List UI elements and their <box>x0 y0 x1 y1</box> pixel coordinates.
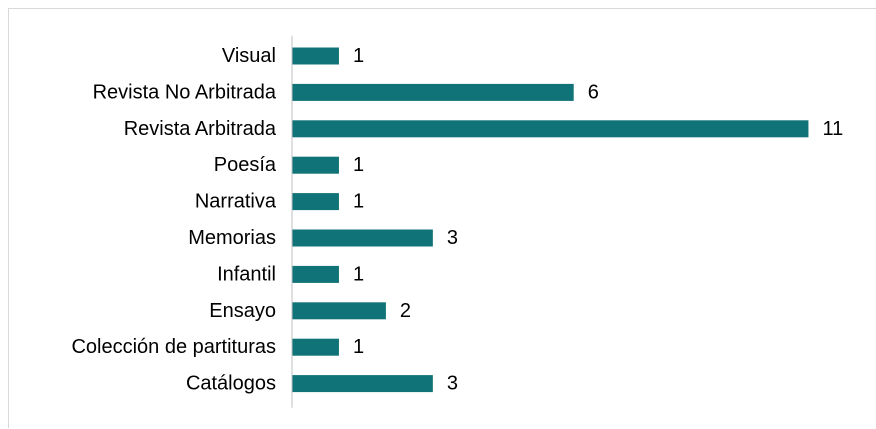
value-label: 1 <box>353 191 364 213</box>
category-label: Revista No Arbitrada <box>93 81 277 103</box>
bar-2 <box>292 120 809 138</box>
category-label: Colección de partituras <box>71 336 276 358</box>
bar-8 <box>292 338 339 356</box>
category-label: Narrativa <box>195 191 277 213</box>
value-label: 3 <box>447 227 458 249</box>
category-label: Ensayo <box>209 300 276 322</box>
bar-9 <box>292 375 433 393</box>
value-label: 1 <box>353 45 364 67</box>
category-label: Poesía <box>214 154 277 176</box>
bar-7 <box>292 302 386 320</box>
value-label: 11 <box>822 118 843 140</box>
value-label: 1 <box>353 154 364 176</box>
value-label: 1 <box>353 263 364 285</box>
chart-frame: Visual Revista No Arbitrada Revista Arbitr… <box>8 8 876 428</box>
bars-layer <box>292 47 809 393</box>
bar-1 <box>292 83 574 101</box>
value-label: 1 <box>353 336 364 358</box>
bar-4 <box>292 193 339 211</box>
value-label: 3 <box>447 373 458 395</box>
bar-3 <box>292 156 339 174</box>
value-label: 6 <box>588 81 599 103</box>
category-labels: Visual Revista No Arbitrada Revista Arbitr… <box>71 45 276 395</box>
value-label: 2 <box>400 300 411 322</box>
category-label: Infantil <box>217 263 276 285</box>
bar-chart: Visual Revista No Arbitrada Revista Arbitr… <box>71 35 843 408</box>
bar-0 <box>292 47 339 65</box>
category-label: Catálogos <box>186 373 276 395</box>
category-label: Memorias <box>188 227 276 249</box>
bar-6 <box>292 265 339 283</box>
category-label: Revista Arbitrada <box>124 118 277 140</box>
bar-5 <box>292 229 433 247</box>
category-label: Visual <box>222 45 276 67</box>
